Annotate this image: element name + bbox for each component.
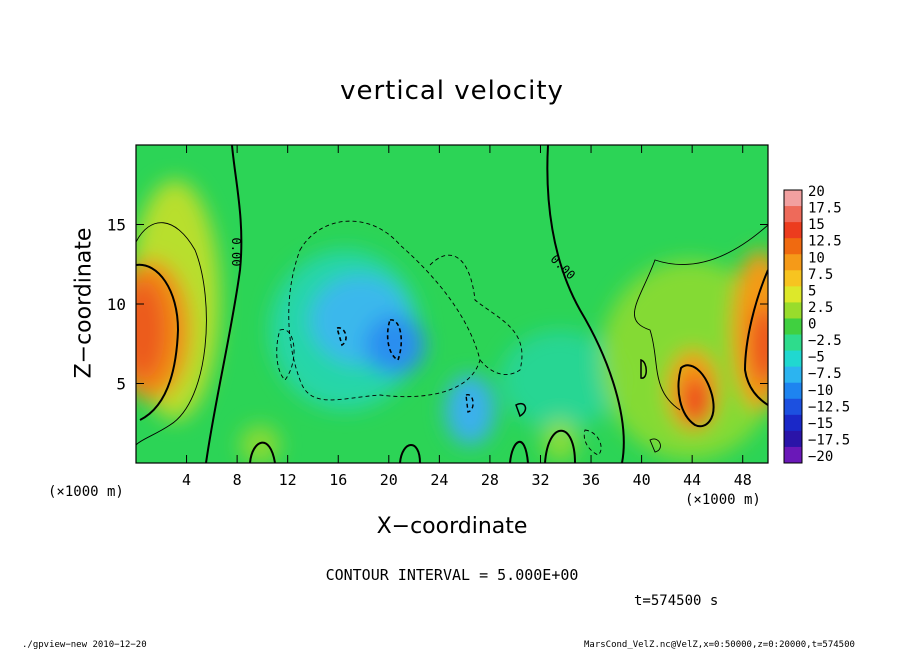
y-tick-label: 10 (107, 295, 126, 314)
colorbar-swatch (784, 446, 802, 464)
colorbar-frame (783, 189, 803, 464)
x-tick-label: 16 (329, 471, 347, 489)
colorbar-swatch (784, 302, 802, 319)
y-tick-label: 5 (116, 375, 126, 394)
contour-label-left: 0.00 (229, 238, 243, 267)
colorbar-label: 2.5 (808, 300, 833, 316)
x-tick-label: 24 (430, 471, 448, 489)
negative-contours (276, 220, 602, 456)
x-unit-right: (×1000 m) (685, 492, 761, 508)
colorbar-swatch (784, 318, 802, 336)
colorbar-swatch (784, 254, 802, 271)
x-tick-label: 40 (633, 471, 651, 489)
colorbar-label: −2.5 (808, 333, 842, 349)
colorbar-swatch (784, 414, 802, 432)
colorbar-label: −12.5 (808, 399, 850, 415)
colorbar-label: −7.5 (808, 366, 842, 382)
x-tick-label: 4 (182, 471, 191, 489)
contour-lines (136, 145, 768, 463)
colorbar-swatch (784, 222, 802, 239)
x-tick-label: 44 (683, 471, 701, 489)
heatmap-field (136, 145, 768, 463)
x-tick-label: 32 (531, 471, 549, 489)
y-tick-label: 15 (107, 216, 126, 235)
x-unit-left: (×1000 m) (48, 484, 124, 500)
colorbar-swatch (784, 350, 802, 368)
colorbar-swatch (784, 206, 802, 223)
colorbar-label: −20 (808, 449, 833, 465)
x-tick-label: 20 (380, 471, 398, 489)
colorbar-label: 15 (808, 217, 825, 233)
colorbar-swatch (784, 238, 802, 255)
colorbar-label: −5 (808, 350, 825, 366)
colorbar-label: 5 (808, 283, 816, 299)
colorbar-label: −15 (808, 416, 833, 432)
x-tick-label: 36 (582, 471, 600, 489)
colorbar-swatch (784, 334, 802, 352)
y-axis-label: Z−coordinate (71, 227, 97, 379)
colorbar-swatch (784, 382, 802, 400)
colorbar-label: 10 (808, 250, 825, 266)
colorbar-swatch (784, 270, 802, 287)
colorbar-swatch (784, 430, 802, 448)
colorbar-swatch (784, 190, 802, 207)
colorbar-label: −10 (808, 383, 833, 399)
y-axis: 5 10 15 (107, 216, 768, 394)
colorbar-label: 20 (808, 184, 825, 200)
contour-interval: CONTOUR INTERVAL = 5.000E+00 (325, 566, 579, 584)
time-label: t=574500 s (634, 593, 719, 609)
colorbar-swatch (784, 366, 802, 384)
x-axis-label: X−coordinate (376, 514, 528, 539)
x-tick-label: 28 (481, 471, 499, 489)
colorbar-swatch (784, 286, 802, 303)
colorbar-label: 0 (808, 317, 816, 333)
colorbar-label: 17.5 (808, 201, 842, 217)
x-axis: 4 8 12 16 20 24 28 32 36 40 44 48 (182, 145, 752, 489)
x-tick-label: 12 (279, 471, 297, 489)
footer-left: ./gpview−new 2010−12−20 (22, 640, 147, 650)
x-tick-label: 48 (734, 471, 752, 489)
x-tick-label: 8 (233, 471, 242, 489)
colorbar: 2017.51512.5107.552.50−2.5−5−7.5−10−12.5… (783, 184, 850, 465)
colorbar-label: 12.5 (808, 234, 842, 250)
colorbar-label: −17.5 (808, 432, 850, 448)
chart-title: vertical velocity (340, 76, 564, 106)
colorbar-swatch (784, 398, 802, 416)
footer-right: MarsCond_VelZ.nc@VelZ,x=0:50000,z=0:2000… (584, 640, 855, 650)
colorbar-label: 7.5 (808, 267, 833, 283)
